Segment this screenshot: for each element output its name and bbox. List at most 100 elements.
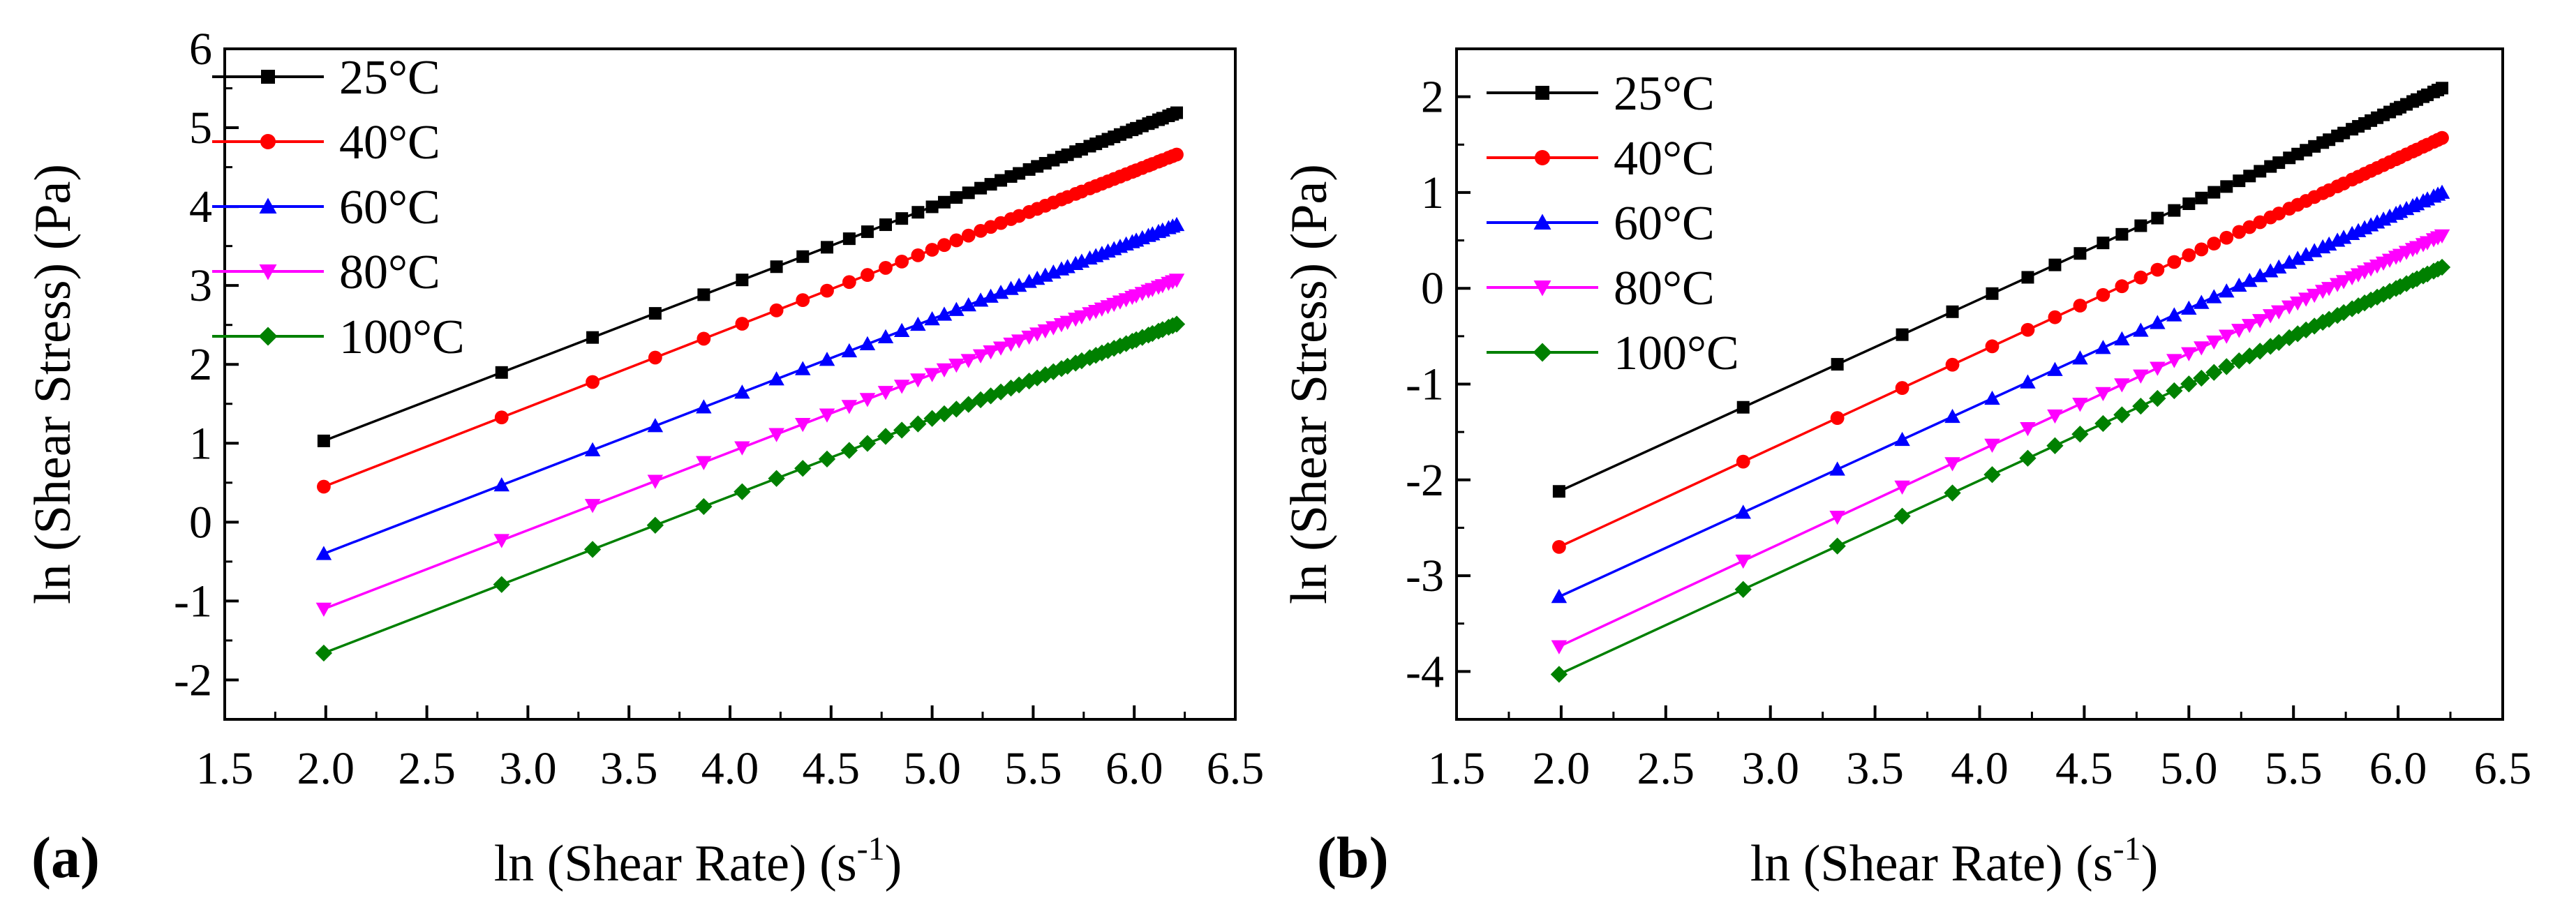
data-point: [317, 434, 330, 447]
series-40c: [317, 147, 1184, 494]
data-point: [1734, 581, 1752, 598]
data-point: [2321, 310, 2338, 328]
data-point: [1735, 504, 1751, 519]
data-point: [1059, 315, 1075, 330]
data-point: [1059, 357, 1076, 375]
data-point: [584, 442, 601, 456]
data-point: [858, 435, 877, 452]
data-point: [2181, 347, 2197, 361]
data-point: [2194, 294, 2210, 309]
y-tick-label: 0: [189, 497, 212, 548]
data-point: [2150, 315, 2166, 329]
data-point: [735, 317, 750, 331]
data-point: [2231, 352, 2248, 370]
data-point: [2391, 278, 2409, 295]
data-point: [2289, 297, 2306, 311]
data-point: [1983, 466, 2001, 484]
data-point: [948, 359, 965, 373]
data-point: [1551, 640, 1568, 654]
data-point: [992, 285, 1009, 299]
data-point: [936, 363, 953, 377]
data-point: [1985, 339, 2000, 354]
data-point: [2433, 258, 2451, 276]
data-point: [821, 241, 834, 254]
data-point: [879, 218, 892, 232]
data-point: [2281, 300, 2298, 315]
data-point: [768, 428, 784, 442]
data-point: [768, 371, 784, 386]
data-point: [768, 470, 785, 487]
data-point: [734, 483, 751, 500]
data-point: [935, 405, 953, 423]
data-point: [1829, 511, 1845, 525]
legend-marker: [258, 327, 278, 346]
data-point: [936, 306, 953, 321]
y-tick-label: -4: [1406, 646, 1444, 697]
data-point: [2321, 236, 2337, 251]
data-point: [1984, 438, 2000, 454]
data-point: [1003, 337, 1019, 352]
data-point: [734, 384, 750, 399]
data-point: [842, 232, 856, 246]
data-point: [1020, 372, 1038, 390]
series-80c: [315, 274, 1185, 617]
y-tick-label: 5: [189, 103, 212, 154]
data-point: [859, 336, 876, 351]
data-point: [2205, 364, 2223, 381]
x-tick-label: 1.5: [196, 743, 254, 794]
data-point: [1829, 461, 1845, 476]
x-axis-ticks: 1.5 2.0 2.5 3.0 3.5 4.0 4.5 5.0 5.5 6.0 6.5: [196, 705, 1264, 794]
x-axis-title: ln (Shear Rate) (s-1): [1750, 830, 2159, 892]
data-point: [1168, 274, 1185, 288]
data-point: [1552, 539, 1566, 554]
data-point: [2254, 165, 2267, 178]
data-point: [2289, 325, 2307, 343]
data-point: [648, 307, 662, 320]
data-point: [584, 499, 601, 514]
data-point: [995, 174, 1008, 187]
y-axis-ticks: -2 -1 0 1 2 3 4 5 6: [174, 24, 239, 705]
data-point: [2243, 170, 2256, 183]
data-point: [893, 421, 911, 439]
x-tick-label: 6.5: [2474, 743, 2532, 794]
data-point: [2047, 361, 2063, 376]
data-point: [2435, 130, 2449, 145]
legend-marker: [260, 134, 276, 149]
data-point: [877, 428, 895, 445]
data-point: [2208, 186, 2221, 199]
data-point: [2272, 207, 2286, 220]
data-point: [1170, 106, 1184, 119]
y-tick-label: 4: [189, 181, 212, 232]
x-tick-label: 2.5: [1637, 743, 1695, 794]
data-point: [2046, 437, 2064, 454]
data-point: [2306, 317, 2323, 335]
y-axis-ticks: -4 -3 -2 -1 0 1 2: [1406, 72, 1471, 697]
data-point: [910, 373, 926, 388]
data-point: [2436, 82, 2449, 95]
data-point: [2115, 279, 2129, 294]
data-point: [2262, 263, 2279, 278]
data-point: [696, 399, 712, 414]
data-point: [1894, 480, 1910, 495]
data-point: [2270, 334, 2288, 352]
data-point: [493, 576, 510, 593]
series-25c: [1552, 82, 2449, 498]
data-point: [859, 393, 876, 407]
data-point: [937, 238, 951, 253]
data-point: [2233, 174, 2246, 188]
data-point: [2381, 283, 2399, 300]
data-point: [877, 386, 894, 400]
data-point: [697, 288, 710, 301]
data-point: [2194, 341, 2210, 356]
data-point: [895, 254, 909, 269]
y-tick-label: 1: [189, 418, 212, 469]
data-point: [1029, 327, 1045, 342]
data-point: [2182, 197, 2196, 211]
data-point: [910, 316, 926, 331]
data-point: [1021, 330, 1037, 345]
data-point: [2180, 375, 2198, 393]
data-point: [493, 477, 510, 492]
data-point: [972, 292, 989, 307]
data-point: [2094, 414, 2112, 433]
data-point: [2134, 219, 2147, 232]
